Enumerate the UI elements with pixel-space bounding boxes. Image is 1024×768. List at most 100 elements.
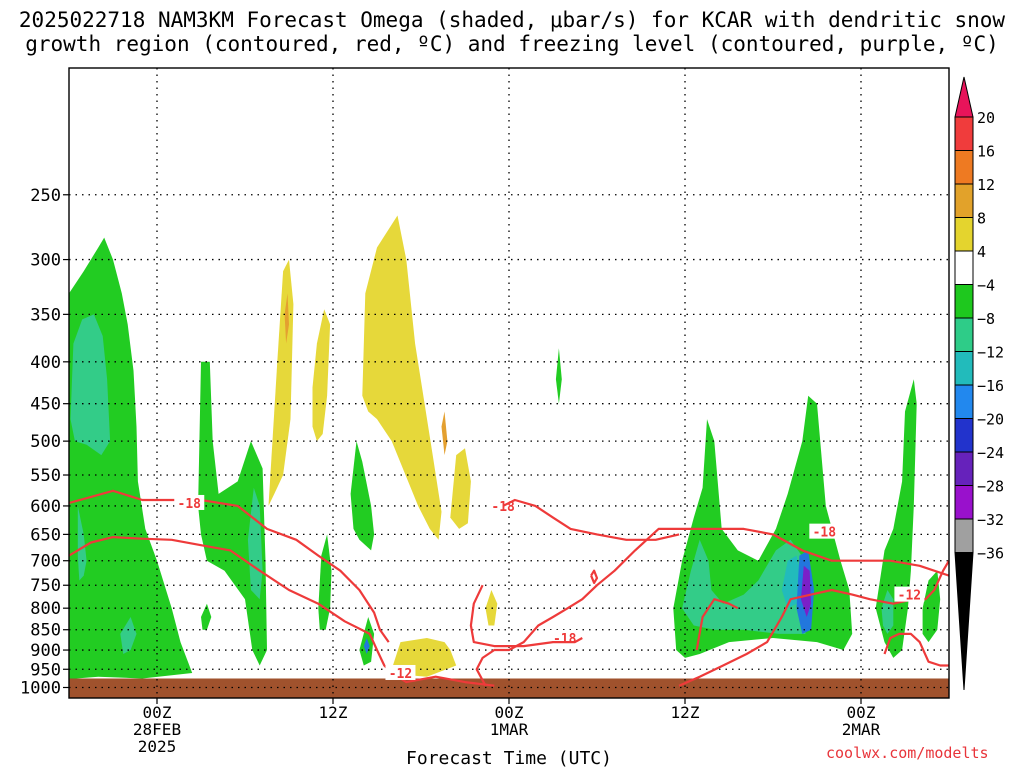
y-tick-label: 550 (30, 466, 61, 486)
dgz-contour-2 (475, 527, 949, 687)
grid-lines (69, 68, 949, 698)
dgz-contour-6 (695, 598, 739, 651)
x-tick-label: 00Z (495, 703, 524, 722)
contour-label: -18 (178, 497, 202, 512)
colorbar-label: −28 (977, 478, 1004, 496)
colorbar-label: −16 (977, 377, 1004, 395)
contour-label: -12 (898, 589, 921, 604)
dgz-contour-0 (69, 489, 390, 643)
y-tick-label: 800 (30, 599, 61, 619)
omega-region-12 (362, 215, 442, 540)
chart-title-line-1: 2025022718 NAM3KM Forecast Omega (shaded… (18, 8, 1006, 32)
contour-label-bg (809, 523, 840, 539)
omega-region-2 (77, 505, 87, 581)
colorbar-label: −4 (977, 277, 995, 295)
x-tick-label: 2025 (138, 737, 177, 756)
dgz-contour-4 (469, 584, 583, 648)
omega-region-6 (201, 603, 212, 630)
chart-title-line-2: growth region (contoured, red, ºC) and f… (25, 32, 999, 56)
colorbar-swatch (954, 451, 974, 486)
dgz-contour-8 (590, 569, 599, 584)
colorbar-bottom-arrow (954, 552, 974, 691)
colorbar-swatch (954, 351, 974, 386)
omega-region-24 (800, 565, 812, 617)
x-tick-label: 12Z (671, 703, 700, 722)
y-tick-label: 450 (30, 395, 61, 415)
colorbar-swatch (954, 284, 974, 319)
colorbar-label: −20 (977, 411, 1004, 429)
colorbar-label: 4 (977, 243, 986, 261)
y-tick-label: 700 (30, 552, 61, 572)
colorbar-swatch (954, 485, 974, 520)
colorbar-swatch (954, 183, 974, 218)
dgz-contour-1 (69, 536, 495, 687)
omega-region-1 (70, 314, 111, 456)
omega-region-11 (350, 441, 375, 551)
colorbar-top-arrow (954, 76, 974, 118)
colorbar-label: 20 (977, 109, 995, 127)
x-axis-label: Forecast Time (UTC) (406, 748, 612, 768)
contour-label: -18 (813, 526, 837, 541)
y-tick-label: 750 (30, 576, 61, 596)
colorbar-swatch (954, 317, 974, 352)
y-tick-label: 300 (30, 251, 61, 271)
colorbar-label: −24 (977, 444, 1004, 462)
y-tick-label: 350 (30, 305, 61, 325)
y-tick-label: 950 (30, 660, 61, 680)
omega-shading (69, 215, 941, 681)
y-tick-label: 1000 (20, 678, 61, 698)
colorbar-swatch (954, 518, 974, 553)
x-tick-label: 00Z (143, 703, 172, 722)
omega-region-21 (682, 539, 812, 634)
colorbar-label: −8 (977, 310, 995, 328)
omega-region-18 (363, 638, 370, 654)
y-tick-label: 900 (30, 641, 61, 661)
omega-region-9 (312, 309, 331, 442)
colorbar-label: −32 (977, 511, 1004, 529)
contour-label: -18 (553, 632, 577, 647)
colorbar-swatch (954, 384, 974, 419)
omega-region-7 (268, 259, 294, 506)
y-tick-label: 400 (30, 353, 61, 373)
colorbar-swatch (954, 250, 974, 285)
omega-colorbar: 20 16 12 8 4 −4 −8 −12 −16 −20 −24 −28 −32 −36 (954, 76, 1004, 691)
y-tick-label: 250 (30, 186, 61, 206)
dgz-contour-5 (678, 560, 949, 687)
ground-fill (69, 678, 949, 698)
colorbar-swatch (954, 150, 974, 185)
colorbar-label: −36 (977, 545, 1004, 563)
contour-label-bg (174, 494, 205, 510)
colorbar-label: 16 (977, 143, 995, 161)
omega-region-0 (69, 237, 193, 681)
y-tick-label: 850 (30, 621, 61, 641)
x-tick-label: 00Z (847, 703, 876, 722)
ground-layer (69, 678, 949, 698)
colorbar-swatch (954, 217, 974, 252)
colorbar-label: 8 (977, 210, 986, 228)
x-tick-label: 2MAR (842, 720, 881, 739)
omega-region-8 (284, 293, 289, 344)
omega-region-10 (318, 534, 332, 630)
contour-label-bg (385, 664, 416, 680)
dgz-contour-3 (502, 498, 680, 541)
y-tick-label: 500 (30, 432, 61, 452)
omega-region-13 (441, 411, 448, 456)
y-axis-ticks: 2503003504004505005506006507007508008509… (20, 186, 69, 698)
colorbar-swatch (954, 116, 974, 151)
omega-region-25 (875, 379, 917, 658)
x-tick-label: 1MAR (490, 720, 529, 739)
x-tick-label: 12Z (319, 703, 348, 722)
contour-label-bg (894, 586, 925, 602)
dgz-contour-7 (883, 632, 949, 667)
y-tick-label: 650 (30, 525, 61, 545)
omega-region-14 (450, 448, 471, 529)
colorbar-label: 12 (977, 176, 995, 194)
dgz-contours: -18-12-18-18-18-12 (69, 489, 949, 687)
omega-region-4 (198, 361, 267, 666)
omega-region-16 (485, 590, 498, 626)
omega-region-3 (120, 617, 137, 654)
contour-label: -12 (389, 667, 412, 682)
colorbar-swatch (954, 418, 974, 453)
x-tick-label: 28FEB (133, 720, 181, 739)
